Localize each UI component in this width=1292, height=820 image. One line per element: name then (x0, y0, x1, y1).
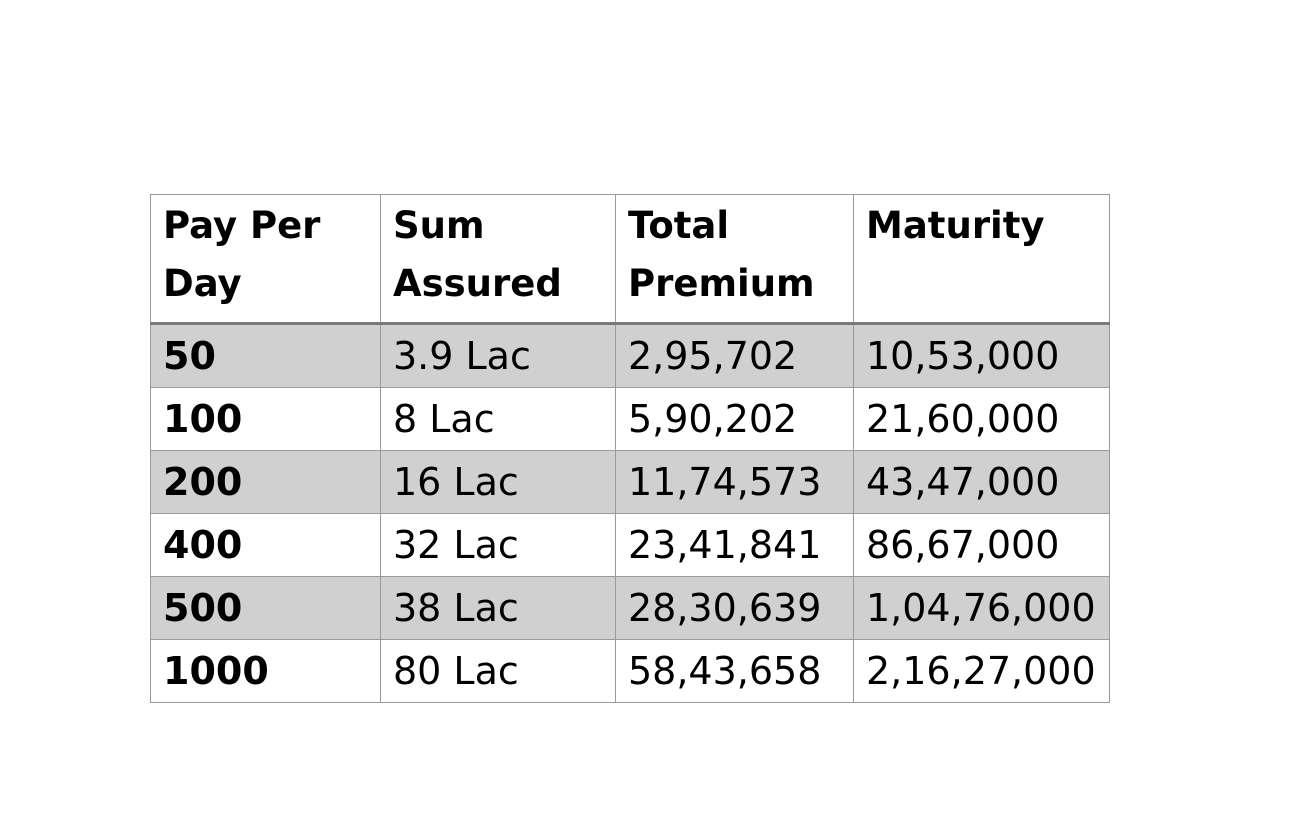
cell-pay-per-day: 100 (150, 387, 381, 451)
header-pay-per-day: Pay Per Day (150, 194, 381, 325)
cell-maturity: 1,04,76,000 (853, 576, 1110, 640)
plan-table: Pay Per Day Sum Assured Total Premium Ma… (150, 194, 1110, 703)
cell-sum-assured: 8 Lac (380, 387, 616, 451)
table-row: 100 8 Lac 5,90,202 21,60,000 (150, 387, 1110, 451)
table-row: 500 38 Lac 28,30,639 1,04,76,000 (150, 576, 1110, 640)
cell-sum-assured: 32 Lac (380, 513, 616, 577)
cell-pay-per-day: 200 (150, 450, 381, 514)
cell-pay-per-day: 400 (150, 513, 381, 577)
cell-sum-assured: 38 Lac (380, 576, 616, 640)
header-row: Pay Per Day Sum Assured Total Premium Ma… (150, 194, 1110, 325)
cell-maturity: 2,16,27,000 (853, 639, 1110, 703)
cell-total-premium: 11,74,573 (615, 450, 854, 514)
table-body: 50 3.9 Lac 2,95,702 10,53,000 100 8 Lac … (150, 323, 1110, 703)
table-row: 400 32 Lac 23,41,841 86,67,000 (150, 513, 1110, 577)
cell-maturity: 10,53,000 (853, 323, 1110, 388)
header-maturity: Maturity (853, 194, 1110, 325)
table-header: Pay Per Day Sum Assured Total Premium Ma… (150, 194, 1110, 325)
header-total-premium: Total Premium (615, 194, 854, 325)
header-sum-assured: Sum Assured (380, 194, 616, 325)
cell-total-premium: 23,41,841 (615, 513, 854, 577)
cell-sum-assured: 16 Lac (380, 450, 616, 514)
cell-total-premium: 5,90,202 (615, 387, 854, 451)
cell-pay-per-day: 50 (150, 323, 381, 388)
table-row: 50 3.9 Lac 2,95,702 10,53,000 (150, 323, 1110, 388)
cell-total-premium: 58,43,658 (615, 639, 854, 703)
cell-total-premium: 28,30,639 (615, 576, 854, 640)
cell-sum-assured: 80 Lac (380, 639, 616, 703)
table-row: 200 16 Lac 11,74,573 43,47,000 (150, 450, 1110, 514)
table-row: 1000 80 Lac 58,43,658 2,16,27,000 (150, 639, 1110, 703)
cell-sum-assured: 3.9 Lac (380, 323, 616, 388)
cell-pay-per-day: 500 (150, 576, 381, 640)
cell-pay-per-day: 1000 (150, 639, 381, 703)
cell-maturity: 86,67,000 (853, 513, 1110, 577)
cell-maturity: 43,47,000 (853, 450, 1110, 514)
cell-maturity: 21,60,000 (853, 387, 1110, 451)
cell-total-premium: 2,95,702 (615, 323, 854, 388)
